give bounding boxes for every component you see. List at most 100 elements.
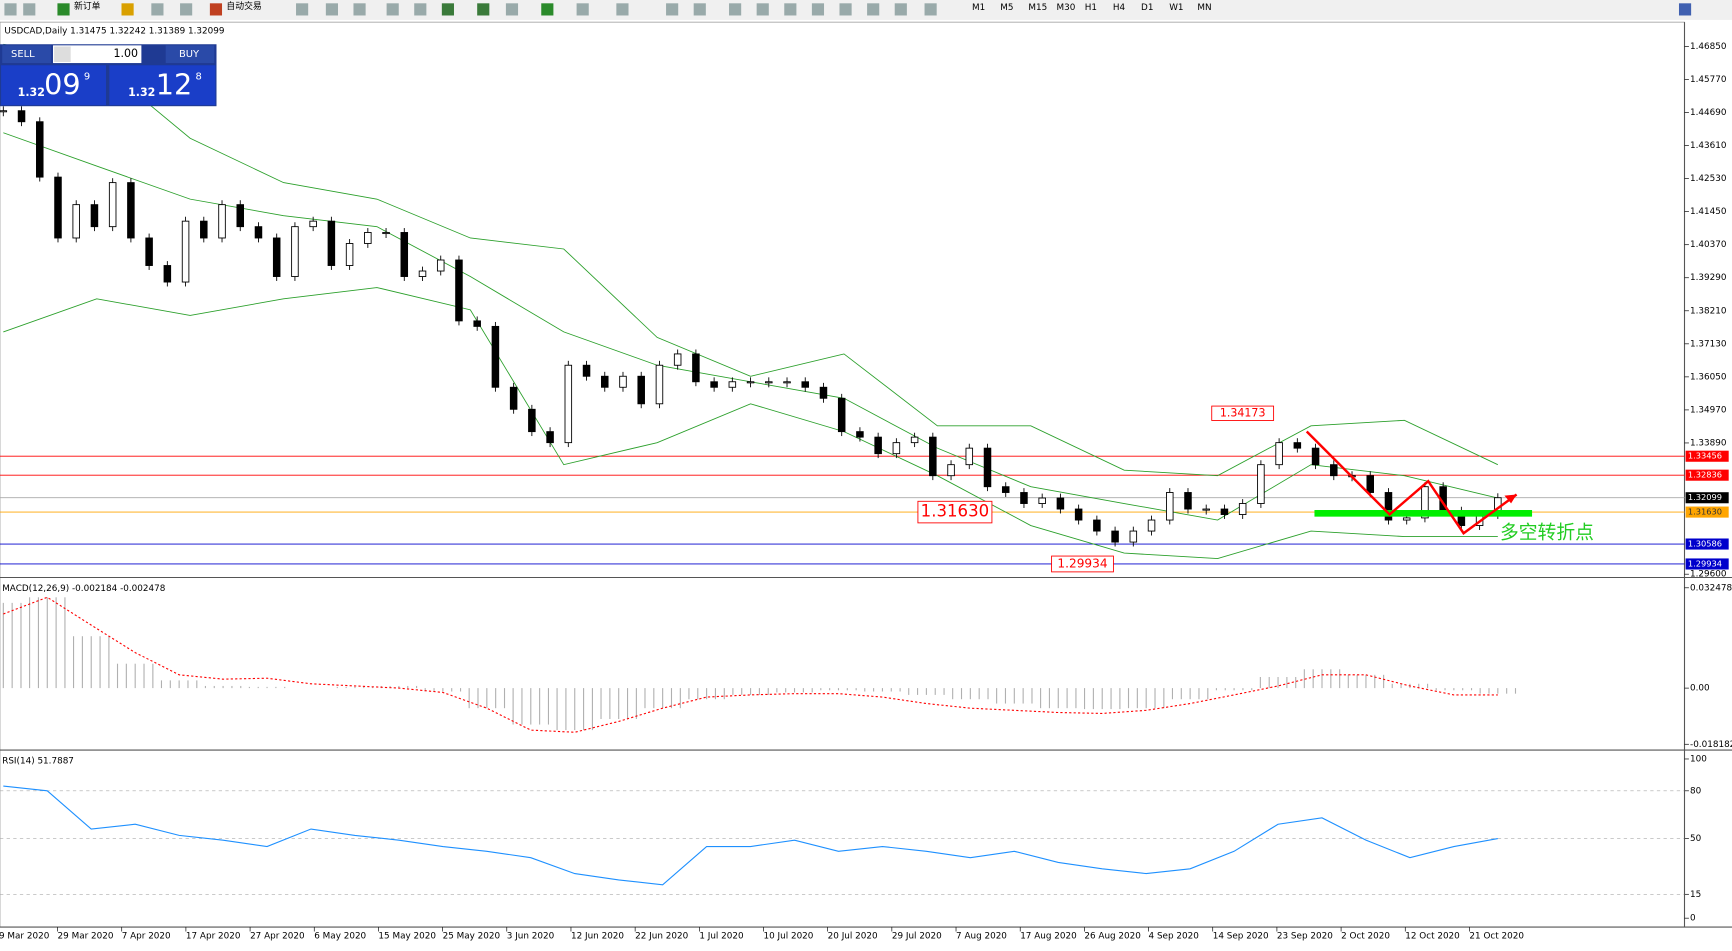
- icon[interactable]: [541, 3, 554, 16]
- y-tick-label: 1.33890: [1690, 438, 1727, 448]
- timeframe-button[interactable]: MN: [1197, 3, 1211, 13]
- icon[interactable]: [693, 3, 706, 16]
- icon[interactable]: [756, 3, 769, 16]
- buy-label[interactable]: BUY: [179, 49, 200, 60]
- buy-button[interactable]: [165, 45, 215, 64]
- candle: [692, 353, 700, 383]
- timeframe-button[interactable]: M15: [1028, 3, 1047, 13]
- x-tick-label: 10 Jul 2020: [763, 931, 813, 941]
- icon[interactable]: [729, 3, 742, 16]
- level-tag: [1685, 450, 1729, 462]
- rsi-line: [3, 785, 1498, 886]
- candle: [345, 243, 354, 266]
- icon[interactable]: [4, 3, 17, 16]
- candle: [1421, 486, 1429, 519]
- timeframe-button[interactable]: W1: [1169, 3, 1183, 13]
- candle: [0, 110, 8, 113]
- icon[interactable]: [57, 3, 70, 16]
- timeframe-button[interactable]: M30: [1057, 3, 1076, 13]
- icon[interactable]: [151, 3, 164, 16]
- icon[interactable]: [180, 3, 193, 16]
- candle: [983, 447, 992, 488]
- icon[interactable]: [1678, 3, 1692, 16]
- sell-price-box[interactable]: [1, 65, 107, 106]
- candle: [728, 381, 737, 388]
- y-tick-label: 1.29600: [1690, 570, 1727, 580]
- icon[interactable]: [209, 3, 223, 16]
- path-arrow: [1305, 430, 1518, 535]
- icon[interactable]: [894, 3, 907, 16]
- sell-button[interactable]: [2, 45, 51, 64]
- timeframe-button[interactable]: H4: [1113, 3, 1126, 13]
- y-tick-label: 1.42530: [1690, 174, 1727, 184]
- icon[interactable]: [839, 3, 852, 16]
- timeframe-button[interactable]: M1: [972, 3, 985, 13]
- icon[interactable]: [811, 3, 825, 16]
- candle: [746, 381, 755, 384]
- icon[interactable]: [441, 3, 454, 16]
- candle: [1184, 492, 1192, 510]
- candle: [382, 232, 390, 235]
- bollinger-lower: [3, 287, 1498, 560]
- y-tick-label: 50: [1690, 834, 1702, 844]
- arrowhead: [1504, 494, 1517, 504]
- spinner[interactable]: [54, 46, 71, 62]
- candle: [1093, 519, 1101, 532]
- turning-point-note: 多空转折点: [1500, 522, 1594, 544]
- icon[interactable]: [576, 3, 589, 16]
- icon[interactable]: [666, 3, 679, 16]
- x-tick-label: 7 Apr 2020: [122, 931, 171, 941]
- icon[interactable]: [867, 3, 880, 16]
- icon[interactable]: [353, 3, 366, 16]
- icon[interactable]: [296, 3, 309, 16]
- candle: [163, 265, 172, 283]
- candle: [145, 237, 153, 266]
- candle: [509, 386, 518, 410]
- sell-label[interactable]: SELL: [11, 49, 35, 60]
- lots-input[interactable]: [53, 45, 142, 64]
- timeframe-button[interactable]: D1: [1141, 3, 1153, 13]
- x-tick-label: 4 Sep 2020: [1149, 931, 1200, 941]
- icon[interactable]: [414, 3, 427, 16]
- icon[interactable]: [121, 3, 134, 16]
- candle: [1166, 492, 1174, 521]
- candle: [200, 220, 208, 239]
- candle: [1220, 508, 1229, 515]
- candle: [601, 375, 609, 388]
- y-tick-label: 1.41450: [1690, 207, 1727, 217]
- y-tick-label: 1.45770: [1690, 75, 1727, 85]
- x-tick-label: 29 Jul 2020: [892, 931, 942, 941]
- candle: [564, 364, 573, 444]
- timeframe-button[interactable]: H1: [1085, 3, 1097, 13]
- x-tick-label: 25 May 2020: [443, 931, 501, 941]
- candle: [892, 442, 901, 455]
- icon[interactable]: [325, 3, 339, 16]
- auto-trading-button[interactable]: 自动交易: [226, 0, 261, 12]
- candle: [1366, 475, 1375, 493]
- icon[interactable]: [505, 3, 519, 16]
- timeframe-button[interactable]: M5: [1000, 3, 1013, 13]
- candle: [473, 320, 481, 327]
- icon[interactable]: [23, 3, 36, 16]
- lots-value[interactable]: 1.00: [113, 47, 138, 60]
- y-tick-label: 0.032478: [1690, 583, 1732, 593]
- level-tag: [1685, 558, 1729, 570]
- buy-price-box[interactable]: [109, 65, 216, 106]
- level-tag: [1685, 506, 1729, 518]
- x-tick-label: 26 Aug 2020: [1084, 931, 1141, 941]
- icon[interactable]: [477, 3, 490, 16]
- price-callout-label: 1.29934: [1057, 556, 1107, 570]
- icon[interactable]: [784, 3, 797, 16]
- new-order-button[interactable]: 新订单: [74, 0, 101, 12]
- icon[interactable]: [616, 3, 629, 16]
- candle: [910, 436, 919, 444]
- icon[interactable]: [924, 3, 937, 16]
- level-label: 1.29934: [1688, 558, 1722, 568]
- chart-title: USDCAD,Daily 1.31475 1.32242 1.31389 1.3…: [4, 26, 224, 36]
- candle: [710, 381, 718, 388]
- candle: [436, 259, 445, 272]
- x-tick-label: 17 Aug 2020: [1020, 931, 1077, 941]
- icon[interactable]: [386, 3, 399, 16]
- candle: [1384, 492, 1393, 521]
- candle: [1257, 464, 1265, 504]
